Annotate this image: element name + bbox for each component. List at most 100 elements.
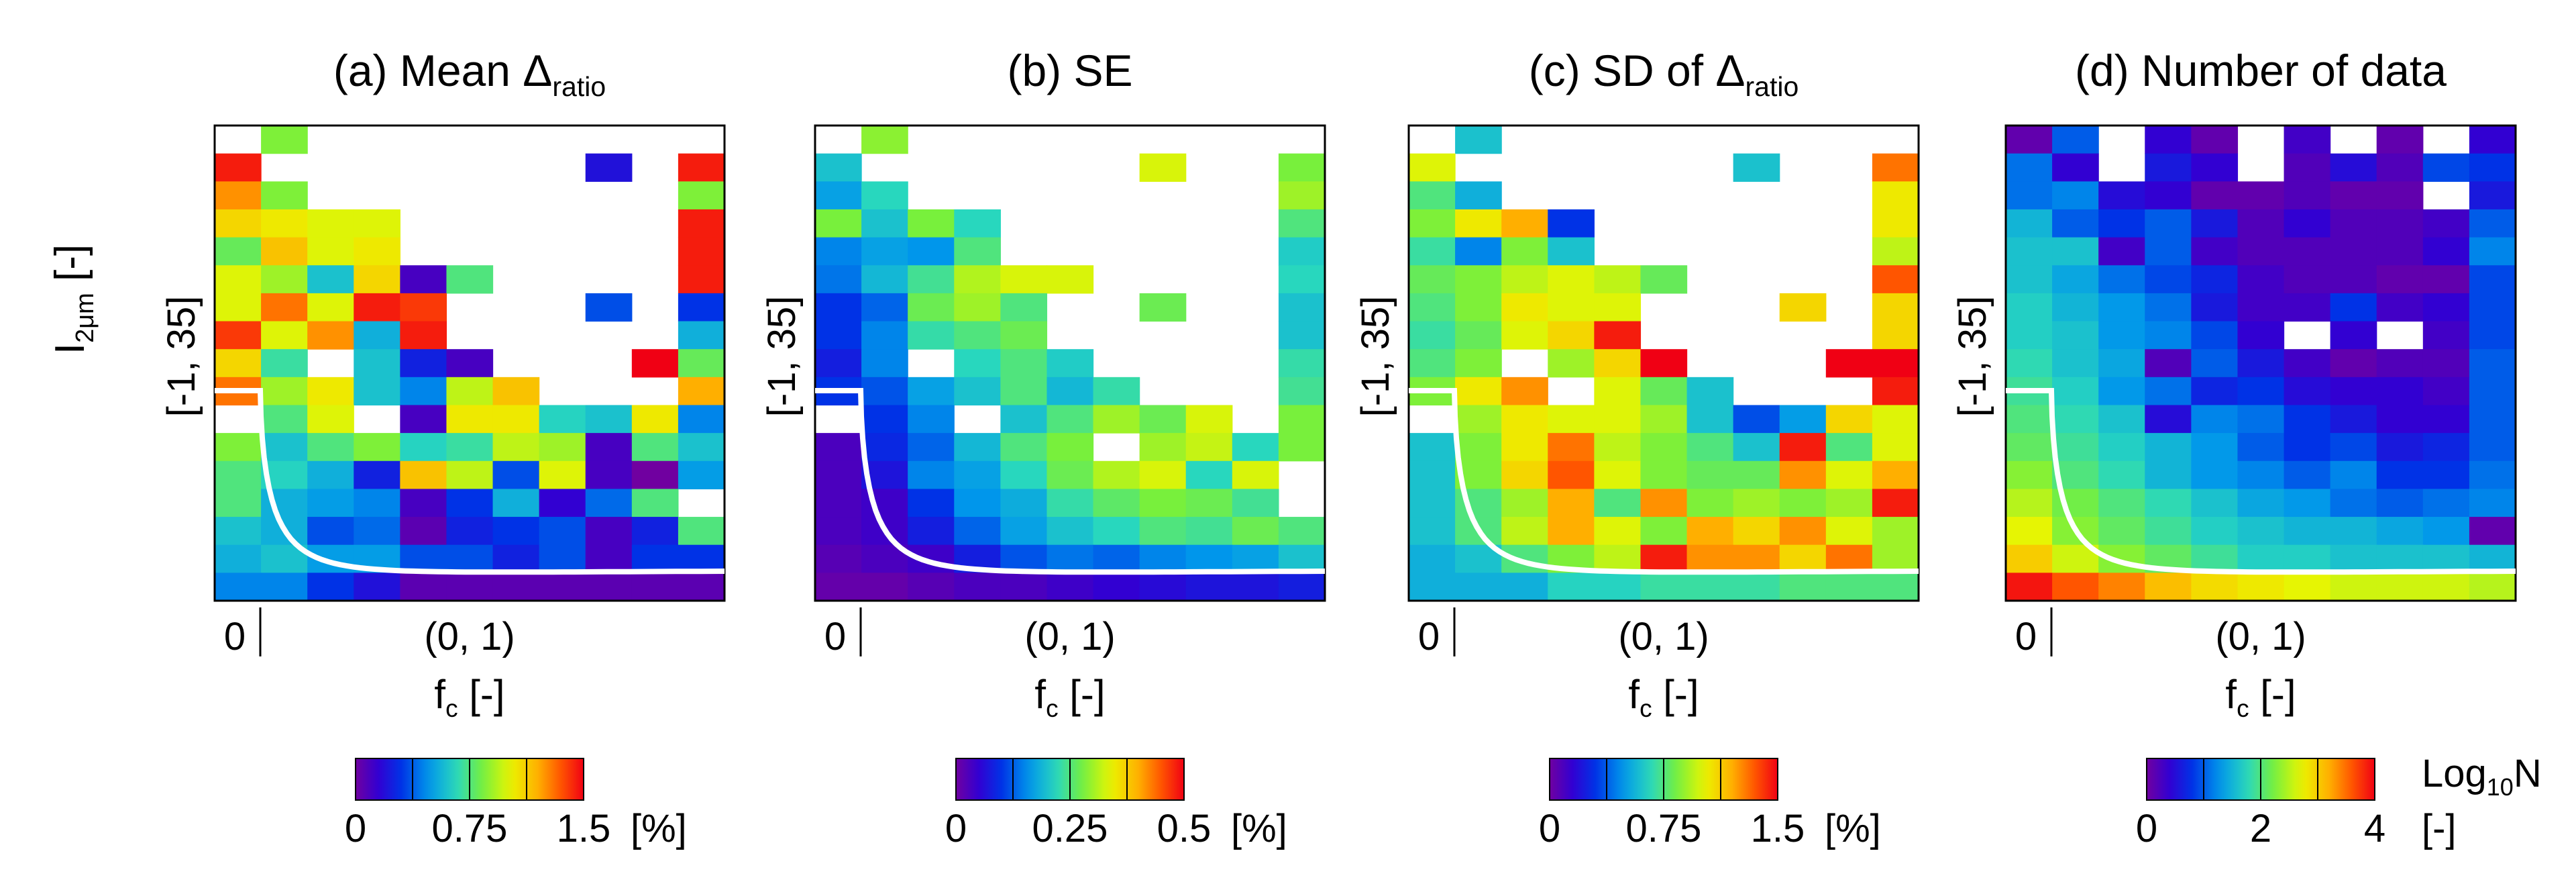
- heatmap-cell: [307, 377, 354, 406]
- heatmap-cell: [1046, 405, 1094, 434]
- boundary-curve: [1409, 388, 1919, 575]
- heatmap-cell: [2145, 321, 2192, 350]
- heatmap-cell: [2422, 573, 2470, 601]
- heatmap-cell: [2237, 405, 2285, 434]
- heatmap-cell: [631, 433, 679, 462]
- heatmap-cell: [1779, 460, 1827, 490]
- heatmap-cell: [1779, 489, 1827, 517]
- x-tick-range: (0, 1): [2215, 615, 2306, 658]
- heatmap-cell: [2422, 153, 2470, 182]
- heatmap-cell: [1733, 573, 1780, 601]
- heatmap-cell: [815, 321, 862, 350]
- heatmap-cell: [539, 573, 586, 601]
- heatmap-cell: [861, 265, 908, 294]
- heatmap-cell: [261, 209, 308, 238]
- heatmap-cell: [861, 126, 908, 154]
- heatmap-cell: [400, 460, 447, 490]
- heatmap-cell: [492, 489, 540, 517]
- y-tick-range: [-1, 35]: [1354, 296, 1397, 417]
- heatmap-cell: [1501, 237, 1548, 266]
- heatmap-cell: [861, 321, 908, 350]
- heatmap-cell: [678, 209, 725, 238]
- heatmap-cell: [2284, 460, 2331, 490]
- heatmap-cell: [1733, 517, 1780, 546]
- heatmap-cell: [2376, 460, 2424, 490]
- heatmap-cell: [261, 321, 308, 350]
- heatmap-cell: [2006, 209, 2053, 238]
- heatmap-cell: [1686, 433, 1734, 462]
- heatmap-cell: [1000, 489, 1048, 517]
- heatmap-cell: [1093, 489, 1140, 517]
- heatmap-cell: [1501, 293, 1548, 322]
- heatmap-cell: [2469, 517, 2516, 546]
- heatmap-cell: [1779, 405, 1827, 434]
- plot-frame: [2004, 124, 2517, 602]
- heatmap-cell: [2376, 237, 2424, 266]
- heatmap-cell: [1501, 209, 1548, 238]
- heatmap-cell: [2237, 517, 2285, 546]
- x-tick-range: (0, 1): [1618, 615, 1709, 658]
- heatmap-cell: [815, 433, 862, 462]
- heatmap-cell: [2145, 126, 2192, 154]
- heatmap-cell: [2330, 181, 2377, 210]
- heatmap-cell: [908, 237, 955, 266]
- heatmap-cell: [400, 265, 447, 294]
- x-tick-zero: 0: [224, 615, 246, 658]
- heatmap-cell: [1046, 433, 1094, 462]
- heatmap-cell: [2469, 181, 2516, 210]
- heatmap-cell: [2145, 293, 2192, 322]
- heatmap-cell: [2006, 405, 2053, 434]
- heatmap-cell: [2191, 209, 2239, 238]
- heatmap-cell: [215, 181, 262, 210]
- heatmap-cell: [2052, 321, 2099, 350]
- heatmap-cell: [1825, 460, 1873, 490]
- heatmap-cell: [2098, 321, 2145, 350]
- heatmap-cell: [1686, 460, 1734, 490]
- heatmap-cell: [539, 460, 586, 490]
- heatmap-cell: [2145, 517, 2192, 546]
- x-tick-range: (0, 1): [424, 615, 515, 658]
- heatmap-cell: [1278, 377, 1326, 406]
- heatmap-cell: [2098, 489, 2145, 517]
- heatmap-cell: [678, 349, 725, 378]
- heatmap-cell: [2191, 153, 2239, 182]
- heatmap-cell: [2191, 181, 2239, 210]
- heatmap-cell: [400, 517, 447, 546]
- heatmap-cell: [908, 265, 955, 294]
- heatmap-cell: [1640, 489, 1688, 517]
- heatmap-cell: [2098, 209, 2145, 238]
- heatmap-cell: [261, 433, 308, 462]
- heatmap-cell: [400, 349, 447, 378]
- heatmap-cell: [908, 517, 955, 546]
- heatmap-cell: [2284, 209, 2331, 238]
- heatmap-cell: [400, 321, 447, 350]
- heatmap-cell: [2330, 377, 2377, 406]
- heatmap-cell: [1139, 405, 1187, 434]
- heatmap-cell: [2052, 237, 2099, 266]
- heatmap-cell: [954, 265, 1001, 294]
- heatmap-cell: [1139, 153, 1187, 182]
- heatmap-cell: [2422, 209, 2470, 238]
- heatmap-cell: [2191, 321, 2239, 350]
- heatmap-cell: [1640, 460, 1688, 490]
- heatmap-cell: [2469, 126, 2516, 154]
- heatmap-cell: [1548, 433, 1595, 462]
- panel-title: (a) Mean Δratio: [333, 46, 606, 102]
- heatmap-cell: [1278, 405, 1326, 434]
- heatmap-cell: [1455, 321, 1502, 350]
- heatmap-cell: [307, 209, 354, 238]
- heatmap-cell: [678, 460, 725, 490]
- heatmap-cell: [1093, 544, 1140, 573]
- heatmap-cell: [631, 460, 679, 490]
- heatmap-cell: [2191, 489, 2239, 517]
- heatmap-cell: [908, 321, 955, 350]
- panel-title: (c) SD of Δratio: [1529, 46, 1799, 102]
- heatmap-cell: [2145, 573, 2192, 601]
- heatmap-cell: [2284, 153, 2331, 182]
- heatmap-cell: [1093, 405, 1140, 434]
- heatmap-cell: [678, 517, 725, 546]
- heatmap-cell: [2237, 349, 2285, 378]
- heatmap-cell: [2284, 405, 2331, 434]
- heatmap-cell: [2052, 349, 2099, 378]
